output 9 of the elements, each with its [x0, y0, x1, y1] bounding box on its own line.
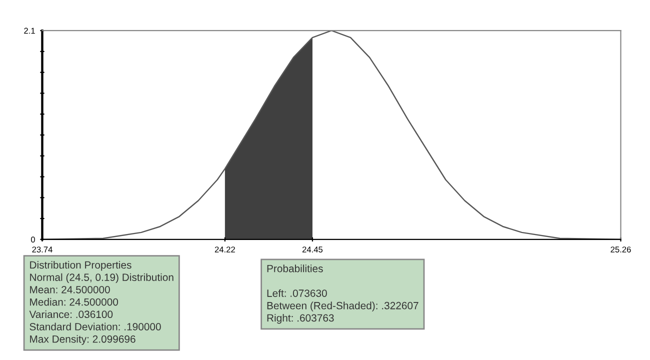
line-series — [42, 30, 621, 240]
y-tick-label: 2.1 — [24, 28, 35, 34]
x-tick-label: 24.22 — [214, 246, 235, 252]
x-tick-label: 25.26 — [610, 246, 631, 252]
text: Distribution Properties Normal (24.5, 0.19) Distribution Mean: 24.500000 Median: 24.500000 Variance: .036100 Standard Deviation: .190000 Max Density: 2.099696 — [29, 261, 174, 345]
x-tick-label: 23.74 — [32, 246, 52, 252]
text: Probabilities Left: .073630 Between (Red-Shaded): .322607 Right: .603763 — [267, 264, 418, 324]
x-tick-label: 24.45 — [302, 246, 323, 252]
y-tick-label: 0 — [30, 236, 35, 242]
